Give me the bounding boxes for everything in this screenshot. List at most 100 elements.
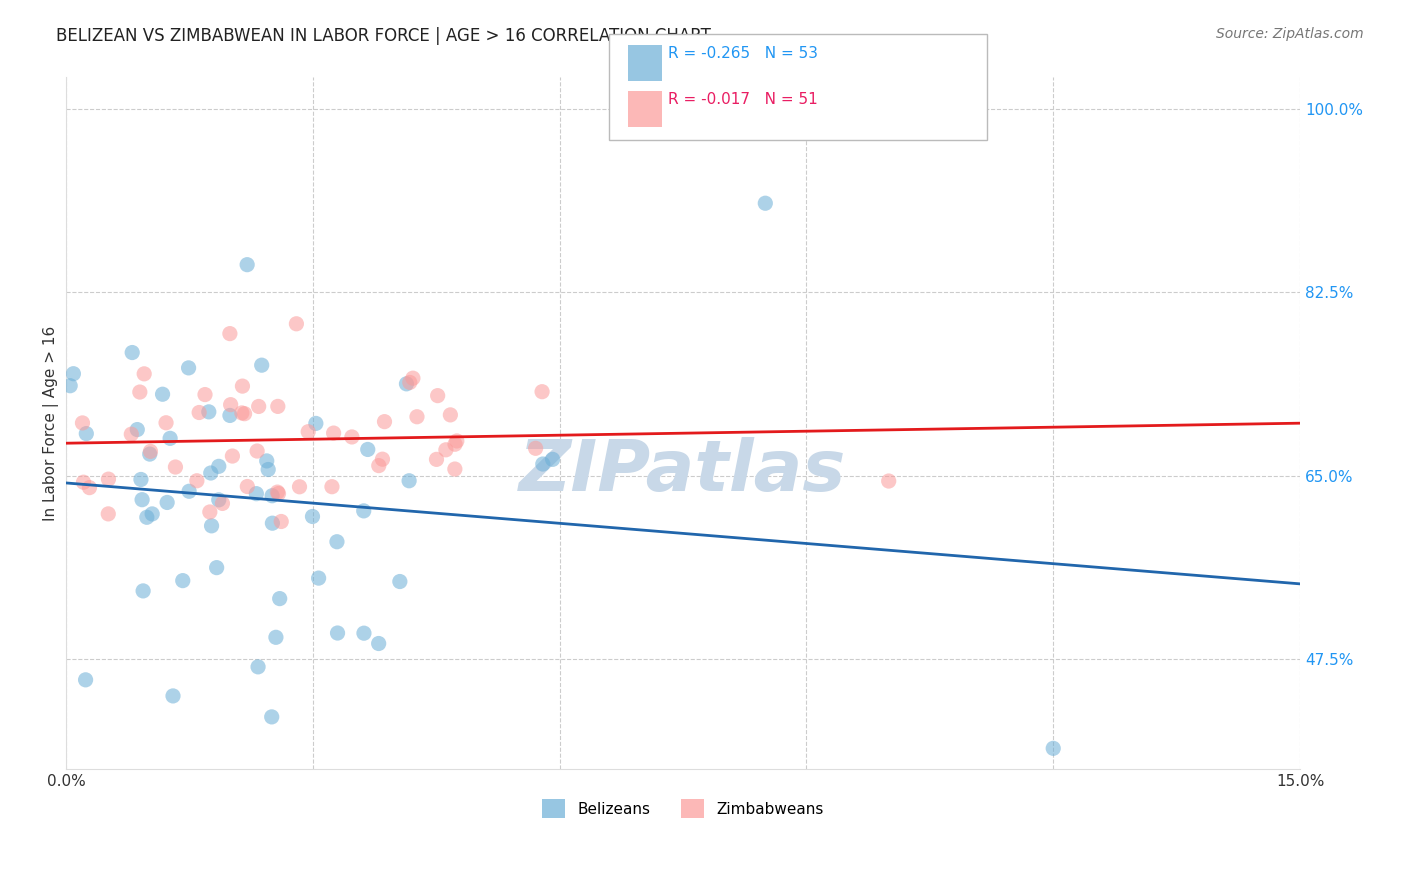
Point — [425, 452, 447, 467]
Point — [439, 408, 461, 422]
Point — [267, 486, 290, 500]
Point — [326, 626, 349, 640]
Point — [165, 460, 187, 475]
Point — [444, 462, 467, 476]
Point — [155, 416, 177, 430]
Point — [79, 481, 101, 495]
Point — [141, 507, 163, 521]
Point — [219, 409, 242, 423]
Point — [322, 426, 344, 441]
Point — [59, 378, 82, 392]
Point — [297, 425, 319, 439]
Point — [208, 459, 231, 474]
Point — [188, 405, 211, 419]
Point — [221, 449, 243, 463]
Text: BELIZEAN VS ZIMBABWEAN IN LABOR FORCE | AGE > 16 CORRELATION CHART: BELIZEAN VS ZIMBABWEAN IN LABOR FORCE | … — [56, 27, 711, 45]
Point — [121, 345, 143, 359]
Text: R = -0.017   N = 51: R = -0.017 N = 51 — [668, 92, 818, 107]
Point — [262, 516, 284, 531]
Point — [260, 710, 283, 724]
Point — [120, 427, 142, 442]
Point — [256, 454, 278, 468]
Point — [367, 458, 389, 473]
Point — [72, 416, 94, 430]
Point — [219, 398, 242, 412]
Point — [446, 434, 468, 448]
Text: Source: ZipAtlas.com: Source: ZipAtlas.com — [1216, 27, 1364, 41]
Point — [200, 466, 222, 480]
Point — [262, 489, 284, 503]
Point — [139, 447, 162, 461]
Point — [288, 480, 311, 494]
Point — [524, 442, 547, 456]
Point — [200, 518, 222, 533]
Point — [269, 591, 291, 606]
Point — [388, 574, 411, 589]
Point — [245, 486, 267, 500]
Point — [127, 423, 149, 437]
Point — [285, 317, 308, 331]
Point — [353, 504, 375, 518]
Point — [194, 387, 217, 401]
Point — [406, 409, 429, 424]
Point — [877, 474, 900, 488]
Point — [247, 660, 270, 674]
Point — [357, 442, 380, 457]
Point — [75, 426, 97, 441]
Point — [266, 485, 288, 500]
Point — [246, 444, 269, 458]
Point — [129, 473, 152, 487]
Point — [426, 389, 449, 403]
Y-axis label: In Labor Force | Age > 16: In Labor Force | Age > 16 — [44, 326, 59, 521]
Point — [395, 376, 418, 391]
Point — [398, 474, 420, 488]
Text: ZIPatlas: ZIPatlas — [519, 437, 846, 507]
Point — [72, 475, 94, 490]
Point — [250, 358, 273, 372]
Point — [135, 510, 157, 524]
Point — [326, 534, 349, 549]
Point — [128, 385, 150, 400]
Point — [134, 367, 156, 381]
Point — [156, 495, 179, 509]
Legend: Belizeans, Zimbabweans: Belizeans, Zimbabweans — [536, 793, 830, 824]
Point — [541, 452, 564, 467]
Point — [754, 196, 776, 211]
Point — [264, 630, 287, 644]
Point — [531, 457, 554, 471]
Point — [97, 507, 120, 521]
Point — [208, 492, 231, 507]
Point — [236, 479, 259, 493]
Point — [211, 496, 233, 510]
Point — [1042, 741, 1064, 756]
Point — [236, 258, 259, 272]
Point — [162, 689, 184, 703]
Point — [186, 474, 208, 488]
Point — [62, 367, 84, 381]
Point — [159, 431, 181, 445]
Point — [531, 384, 554, 399]
Point — [398, 376, 420, 390]
Point — [367, 636, 389, 650]
Point — [434, 442, 457, 457]
Point — [321, 480, 343, 494]
Point — [231, 379, 253, 393]
Point — [373, 415, 395, 429]
Point — [139, 444, 162, 458]
Point — [353, 626, 375, 640]
Point — [172, 574, 194, 588]
Point — [152, 387, 174, 401]
Point — [402, 371, 425, 385]
Point — [444, 437, 467, 451]
Point — [308, 571, 330, 585]
Point — [270, 515, 292, 529]
Point — [198, 405, 221, 419]
Point — [179, 484, 201, 499]
Point — [247, 400, 270, 414]
Point — [301, 509, 323, 524]
Point — [131, 492, 153, 507]
Point — [305, 417, 328, 431]
Point — [257, 462, 280, 476]
Point — [219, 326, 242, 341]
Text: R = -0.265   N = 53: R = -0.265 N = 53 — [668, 45, 818, 61]
